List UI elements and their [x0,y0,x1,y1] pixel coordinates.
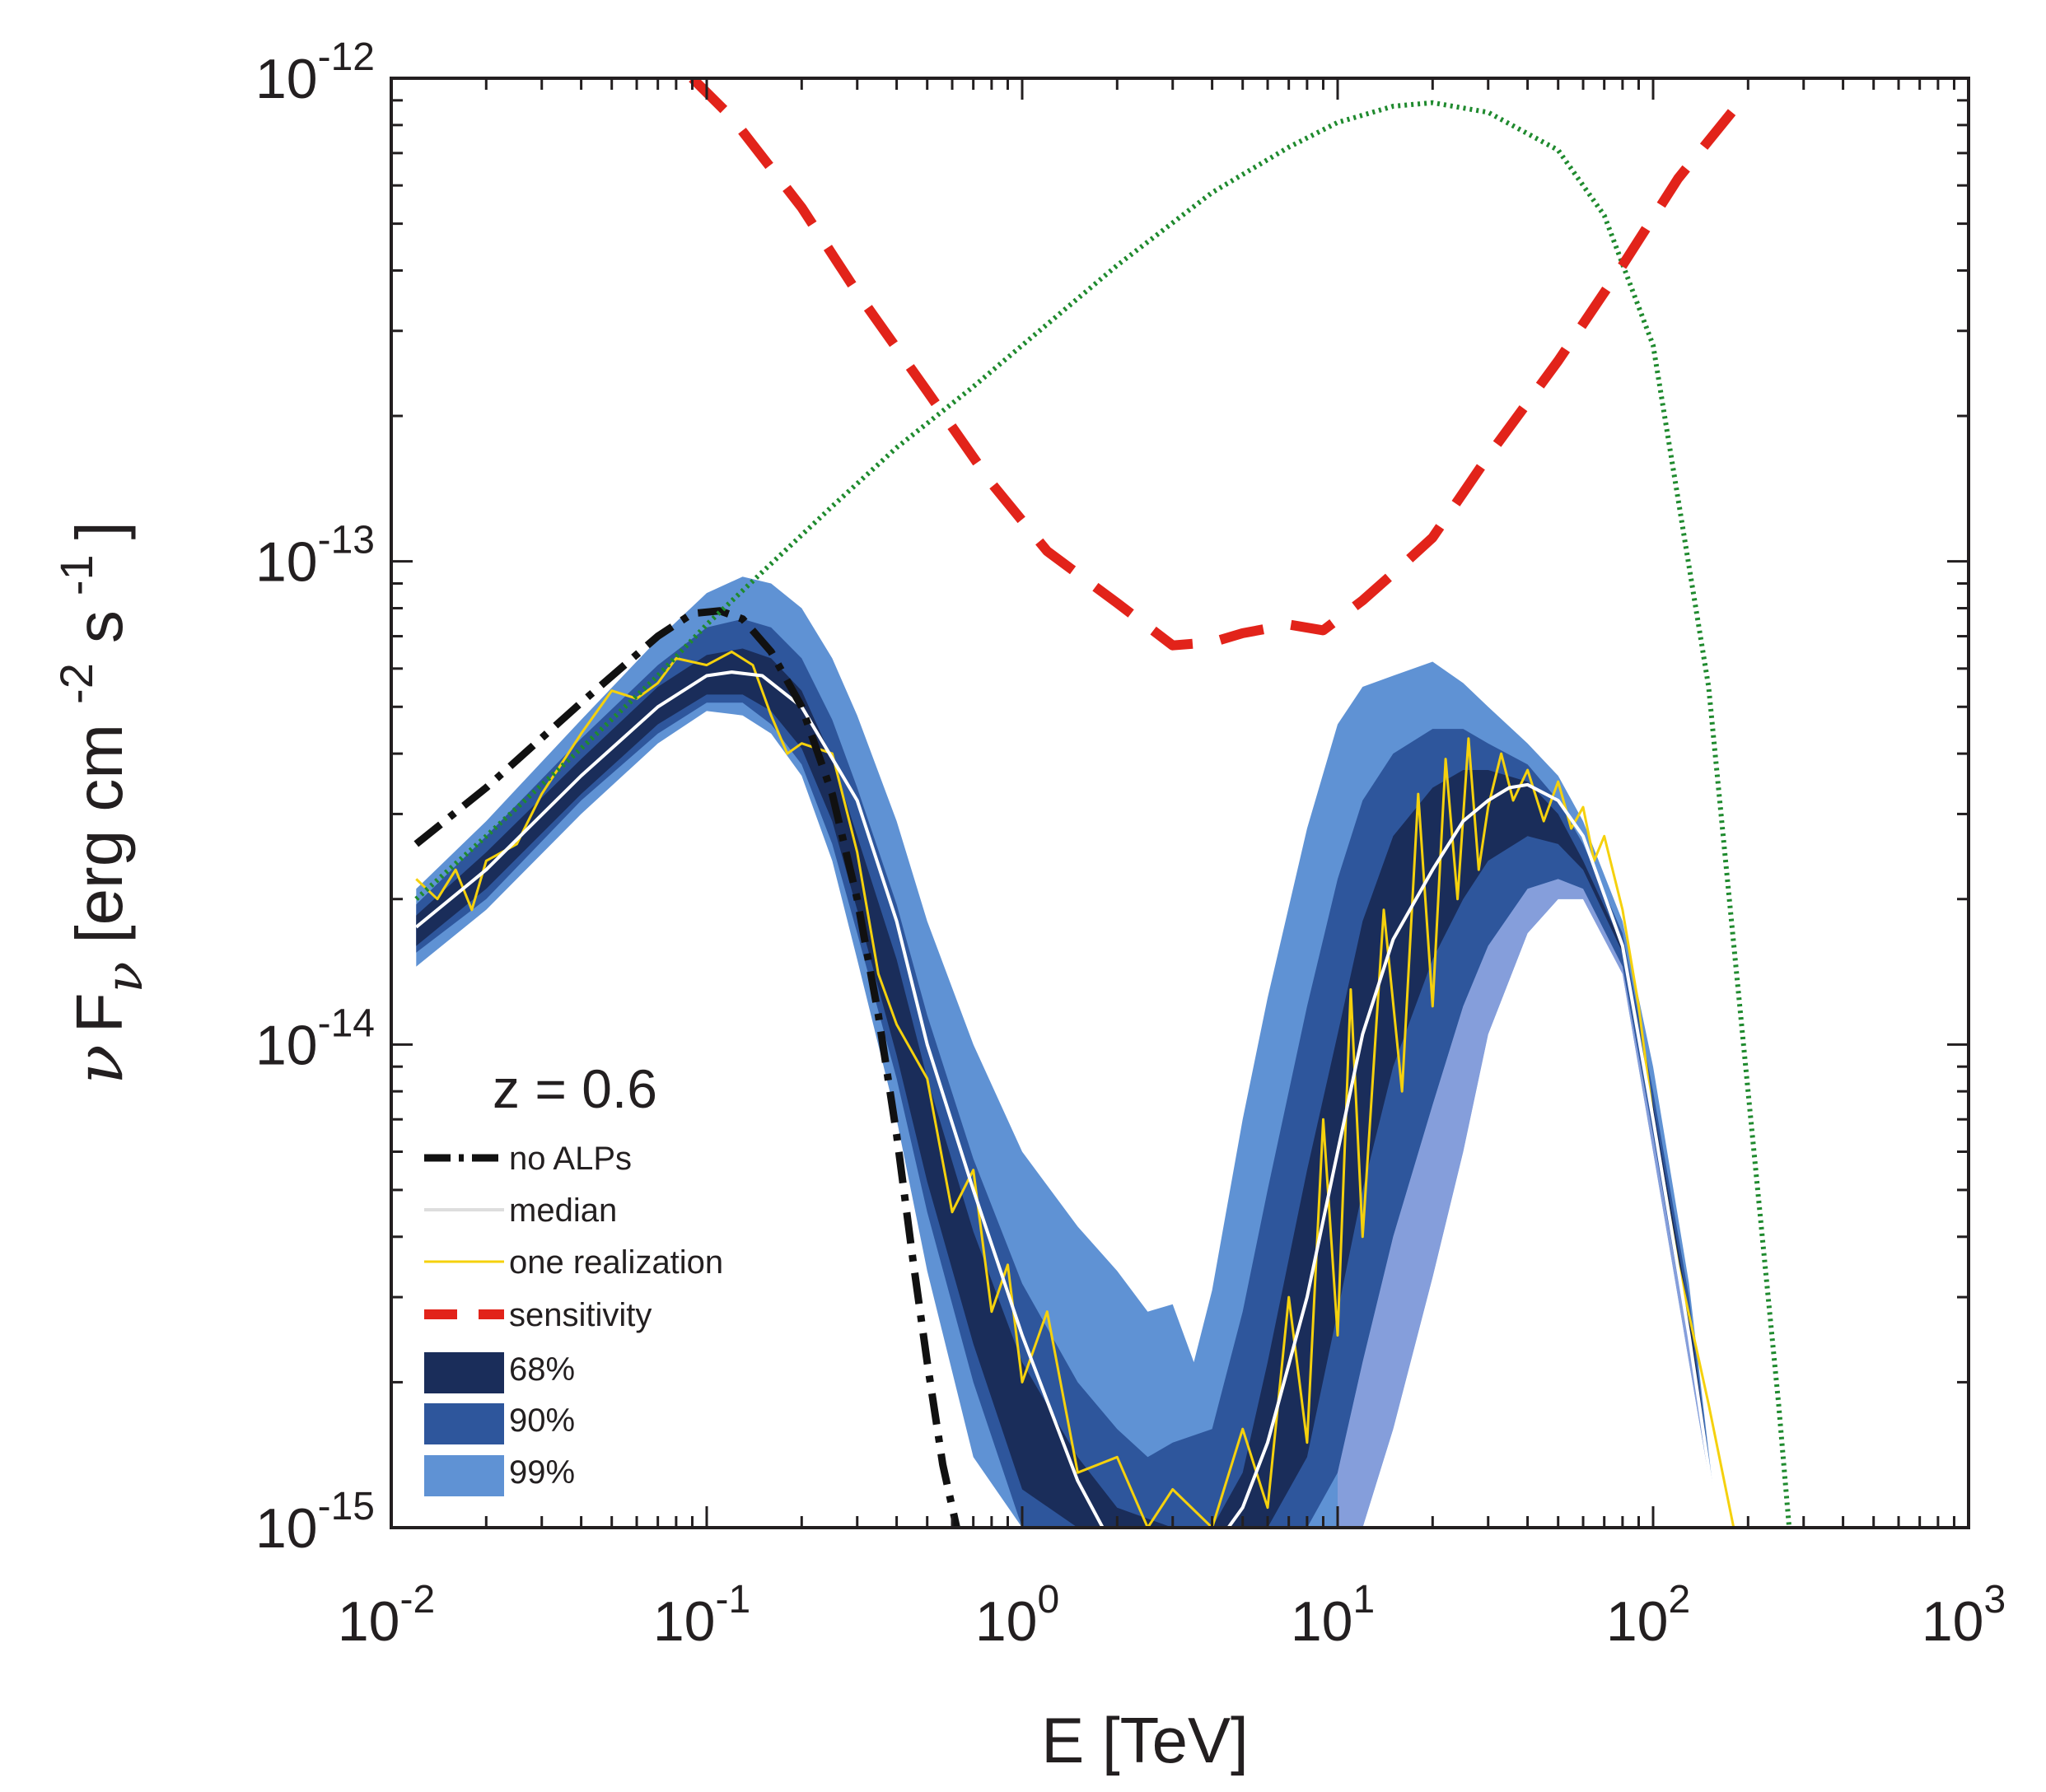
legend-swatch-band99 [424,1455,504,1496]
legend-item-band99: 99% [424,1454,575,1496]
legend-swatch-band90 [424,1403,504,1444]
y-tick-label: 10-12 [255,35,375,110]
legend-item-band90: 90% [424,1402,575,1444]
y-title-sub-nu: ν [94,962,154,993]
legend-item-realization: one realization [424,1244,723,1281]
x-tick-label: 10-1 [653,1578,750,1653]
x-tick-label: 102 [1606,1578,1690,1653]
series-one-realization [415,650,1735,1528]
y-title-unit-close: ] [63,521,136,539]
x-axis-title: E [TeV] [1041,1704,1248,1776]
y-title-exp-s: -1 [50,554,102,595]
legend-label-band99: 99% [509,1454,575,1491]
legend-label-realization: one realization [509,1244,723,1281]
legend-label-band68: 68% [509,1351,575,1388]
legend-item-sensitivity: sensitivity [424,1297,652,1333]
y-tick-label: 10-15 [255,1485,375,1560]
legend-item-band68: 68% [424,1351,575,1393]
band-68pct [416,648,1718,1528]
legend-label-no_alps: no ALPs [509,1141,632,1177]
x-tick-label: 101 [1291,1578,1375,1653]
x-tick-label: 100 [975,1578,1059,1653]
confidence-bands [416,576,1718,1528]
legend: no ALPs median one realization sensitivity 6… [424,1141,723,1496]
series-no-alps [413,607,960,1528]
legend-label-band90: 90% [509,1402,575,1439]
band-99pct-low [1338,879,1718,1528]
y-title-exp-cm: -2 [50,663,102,704]
redshift-annotation: z = 0.6 [493,1058,657,1119]
tick-labels: 10-2 10-1 100 101 102 103 10-12 10-13 10-14 10-15 [255,35,2006,1653]
x-tick-label: 103 [1922,1578,2006,1653]
x-tick-label: 10-2 [338,1578,435,1653]
y-tick-label: 10-14 [255,1001,375,1076]
plot-frame [390,77,1970,1529]
series-median [415,670,1720,1528]
svg-text:νFν[erg cm-2s-1]: νFν [erg cm -2 s -1] [50,521,154,1085]
y-axis-title: νFν [erg cm -2 s -1] [50,521,154,1085]
y-title-s: s [63,610,136,643]
legend-label-median: median [509,1192,617,1229]
legend-item-no_alps: no ALPs [424,1141,632,1177]
series-sensitivity [689,78,1738,651]
plot-background [391,78,1969,1528]
series-lines [413,78,1792,1528]
y-title-unit-open: [erg cm [63,724,136,944]
y-title-f: F [63,992,136,1033]
axis-ticks [390,78,1969,1529]
y-tick-label: 10-13 [255,519,375,594]
y-title-nu: ν [61,1044,138,1085]
legend-item-median: median [424,1192,617,1229]
legend-swatch-band68 [424,1352,504,1393]
legend-label-sensitivity: sensitivity [509,1297,652,1333]
